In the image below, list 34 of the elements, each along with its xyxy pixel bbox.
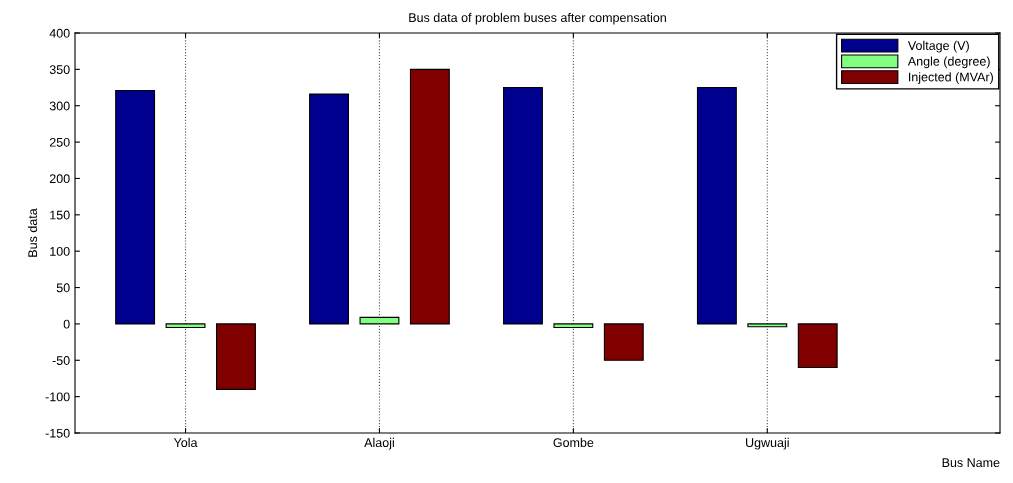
- bar: [165, 323, 206, 329]
- y-tick-label: 250: [49, 137, 70, 147]
- x-tick-label: Alaoji: [364, 437, 394, 450]
- legend-label: Voltage (V): [907, 40, 969, 53]
- bar: [696, 86, 737, 325]
- legend-label: Angle (degree): [907, 56, 990, 69]
- x-tick-label: Yola: [173, 437, 198, 448]
- y-tick-label: 100: [50, 246, 70, 256]
- y-tick-label: 300: [49, 101, 70, 111]
- bar: [115, 89, 156, 325]
- y-tick-label: 350: [49, 65, 70, 75]
- y-tick-label: 50: [56, 283, 70, 293]
- bar: [503, 86, 543, 325]
- x-tick-label: Ugwuaji: [746, 437, 789, 450]
- x-tick-label: Gombe: [553, 437, 594, 448]
- legend-label: Injected (MVAr): [909, 72, 993, 84]
- chart-title: Bus data of problem buses after compensation: [409, 12, 666, 25]
- bar: [409, 68, 450, 325]
- y-tick-label: -50: [52, 356, 70, 365]
- y-axis-title: Bus data: [27, 208, 38, 257]
- y-tick-label: -100: [45, 392, 70, 402]
- bar: [603, 323, 644, 361]
- bar: [747, 323, 788, 328]
- y-tick-label: 150: [50, 210, 70, 220]
- bar: [797, 323, 838, 369]
- bar: [359, 316, 400, 325]
- bar: [309, 93, 349, 325]
- bar: [553, 323, 594, 329]
- bar: [216, 323, 256, 390]
- y-tick-label: 400: [49, 28, 70, 38]
- y-tick-label: -150: [45, 428, 70, 438]
- y-tick-label: 200: [49, 174, 70, 184]
- y-tick-label: 0: [63, 319, 70, 329]
- x-axis-title: Bus Name: [942, 458, 1000, 468]
